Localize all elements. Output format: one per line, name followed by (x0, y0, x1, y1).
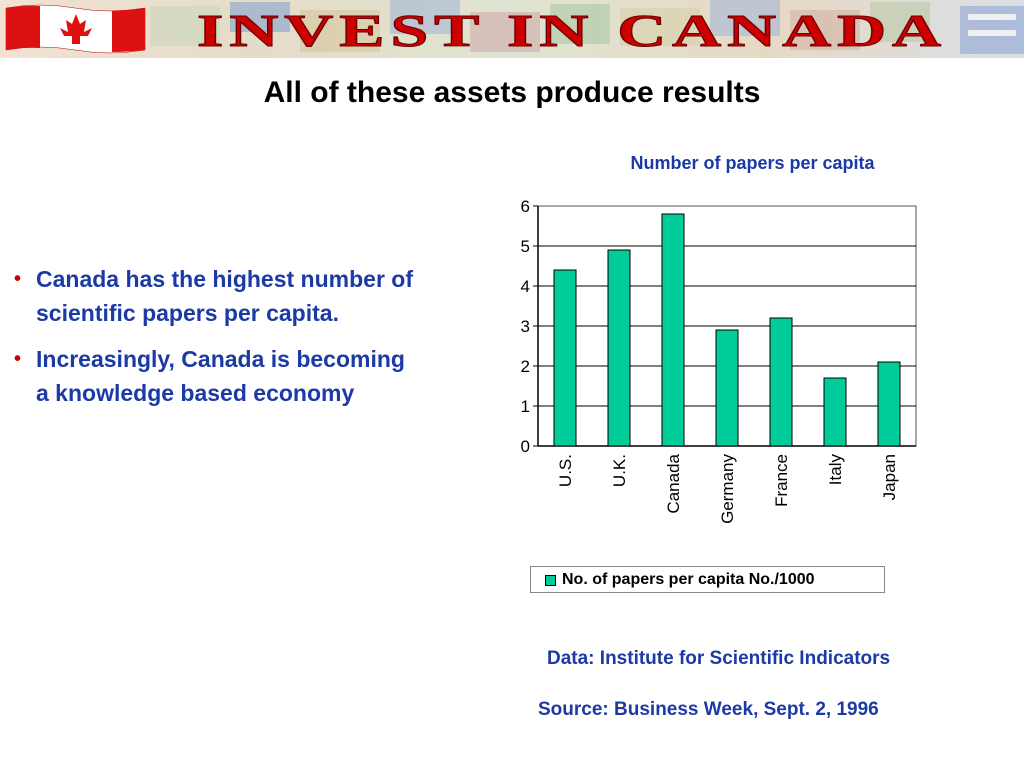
x-tick-label: Germany (718, 454, 737, 524)
chart-title: Number of papers per capita (630, 153, 875, 173)
y-tick-label: 4 (521, 277, 530, 296)
bullet-item: • Canada has the highest number of scien… (14, 262, 424, 330)
bullet-marker: • (14, 348, 22, 370)
y-tick-label: 6 (521, 197, 530, 216)
banner-text: INVEST IN CANADA (197, 5, 947, 56)
bullet-item: • Increasingly, Canada is becoming a kno… (14, 342, 424, 410)
bar-chart: 0 1 2 3 4 5 6 U.S. U.K. Canada Germany France Italy J… (521, 197, 917, 524)
legend-label: No. of papers per capita No./1000 (562, 571, 815, 588)
bar (769, 317, 793, 447)
y-tick-label: 3 (521, 317, 530, 336)
y-tick-label: 2 (521, 357, 530, 376)
bullet-text: Canada has the highest number of scienti… (36, 266, 413, 326)
bar (607, 249, 631, 447)
x-tick-label: U.K. (610, 454, 629, 487)
y-tick-label: 1 (521, 397, 530, 416)
x-tick-label: Canada (664, 453, 683, 513)
bullet-list: • Canada has the highest number of scien… (14, 262, 424, 422)
bar (823, 377, 847, 447)
slide-title: All of these assets produce results (263, 76, 761, 109)
data-attribution: Data: Institute for Scientific Indicator… (547, 648, 891, 669)
bar (661, 213, 685, 447)
provincial-flags-collage (150, 0, 1024, 54)
bar (553, 269, 577, 447)
x-tick-label: France (772, 454, 791, 507)
bullet-marker: • (14, 268, 22, 290)
source-citation: Source: Business Week, Sept. 2, 1996 (538, 699, 879, 720)
invest-in-canada-banner-image: INVEST IN CANADA (0, 0, 1024, 58)
x-tick-label: U.S. (556, 454, 575, 487)
bar (877, 361, 901, 447)
chart-legend: No. of papers per capita No./1000 (530, 566, 885, 593)
x-tick-label: Italy (826, 454, 845, 486)
banner: INVEST IN CANADA (0, 0, 1024, 58)
canadian-flag-icon (5, 4, 146, 54)
bullet-text: Increasingly, Canada is becoming a knowl… (36, 346, 405, 406)
legend-swatch (545, 575, 556, 586)
y-tick-label: 0 (521, 437, 530, 456)
y-tick-label: 5 (521, 237, 530, 256)
x-tick-label: Japan (880, 454, 899, 500)
bar (715, 329, 739, 447)
